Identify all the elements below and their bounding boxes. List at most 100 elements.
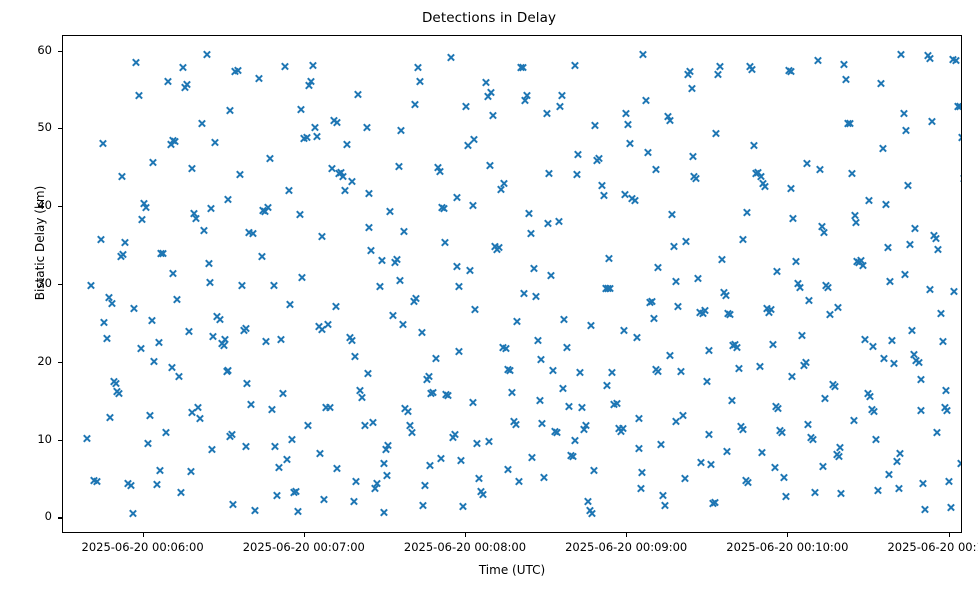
data-point: [558, 91, 567, 100]
data-point: [884, 470, 893, 479]
data-point: [803, 159, 812, 168]
data-point: [289, 488, 298, 497]
data-point: [407, 428, 416, 437]
data-point: [647, 297, 656, 306]
data-point: [791, 257, 800, 266]
data-point: [957, 133, 961, 142]
data-point: [846, 119, 855, 128]
y-tick-label: 0: [44, 509, 52, 524]
data-point: [444, 391, 453, 400]
data-point: [599, 191, 608, 200]
data-point: [280, 62, 289, 71]
data-point: [291, 487, 300, 496]
data-point: [570, 436, 579, 445]
y-tick-mark: [58, 361, 62, 363]
data-point: [92, 477, 101, 486]
data-point: [871, 435, 880, 444]
data-point: [410, 100, 419, 109]
data-point: [239, 326, 248, 335]
data-point: [878, 144, 887, 153]
data-point: [470, 305, 479, 314]
data-point: [573, 170, 582, 179]
data-point: [588, 509, 597, 518]
data-point: [243, 379, 252, 388]
data-point: [955, 102, 961, 111]
data-point: [396, 276, 405, 285]
data-point: [754, 168, 763, 177]
data-point: [311, 123, 320, 132]
data-point: [635, 444, 644, 453]
data-point: [420, 481, 429, 490]
data-point: [102, 334, 111, 343]
data-point: [603, 284, 612, 293]
data-point: [601, 284, 610, 293]
data-point: [938, 337, 947, 346]
data-point: [347, 336, 356, 345]
data-point: [418, 501, 427, 510]
data-point: [255, 74, 264, 83]
data-point: [455, 282, 464, 291]
data-point: [901, 126, 910, 135]
data-point: [178, 63, 187, 72]
data-point: [241, 442, 250, 451]
data-point: [186, 467, 195, 476]
data-point: [375, 282, 384, 291]
data-point: [936, 309, 945, 318]
data-point: [916, 406, 925, 415]
data-point: [645, 298, 654, 307]
data-point: [626, 139, 635, 148]
data-point: [143, 439, 152, 448]
x-tick-label: 2025-06-20 00:09:00: [565, 540, 688, 554]
data-point: [734, 364, 743, 373]
data-point: [109, 377, 118, 386]
data-point: [832, 450, 841, 459]
data-point: [169, 269, 178, 278]
data-point: [155, 466, 164, 475]
data-point: [241, 324, 250, 333]
data-point: [215, 315, 224, 324]
data-point: [490, 242, 499, 251]
data-point: [386, 207, 395, 216]
data-point: [885, 277, 894, 286]
data-point: [308, 61, 317, 70]
data-point: [461, 102, 470, 111]
x-tick-label: 2025-06-20 00:07:00: [242, 540, 365, 554]
data-point: [360, 421, 369, 430]
data-point: [758, 179, 767, 188]
data-point: [233, 66, 242, 75]
data-point: [826, 310, 835, 319]
data-point: [527, 453, 536, 462]
data-point: [903, 181, 912, 190]
data-point: [331, 302, 340, 311]
data-point: [727, 396, 736, 405]
data-point: [544, 169, 553, 178]
data-point: [497, 185, 506, 194]
data-point: [837, 489, 846, 498]
data-point: [117, 252, 126, 261]
data-point: [450, 430, 459, 439]
data-point: [448, 433, 457, 442]
data-point: [917, 375, 926, 384]
data-point: [849, 416, 858, 425]
data-point: [336, 168, 345, 177]
data-point: [417, 328, 426, 337]
data-point: [869, 407, 878, 416]
y-tick-mark: [58, 284, 62, 286]
x-tick-label: 2025-06-20 00:06:00: [81, 540, 204, 554]
data-point: [833, 303, 842, 312]
data-point: [529, 264, 538, 273]
y-tick-label: 20: [37, 353, 52, 368]
data-point: [219, 341, 228, 350]
data-point: [820, 394, 829, 403]
data-point: [789, 214, 798, 223]
data-point: [96, 235, 105, 244]
data-point: [760, 182, 769, 191]
data-point: [671, 417, 680, 426]
data-point: [341, 186, 350, 195]
data-point: [900, 270, 909, 279]
data-point: [499, 343, 508, 352]
data-point: [742, 208, 751, 217]
data-point: [401, 404, 410, 413]
data-point: [379, 508, 388, 517]
data-point: [717, 255, 726, 264]
